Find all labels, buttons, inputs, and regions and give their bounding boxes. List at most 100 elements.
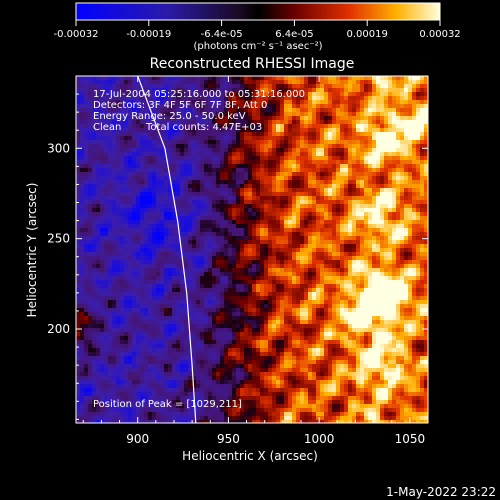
heatmap-cell: [212, 112, 217, 117]
heatmap-cell: [136, 320, 141, 325]
heatmap-cell: [156, 276, 161, 281]
heatmap-cell: [296, 236, 301, 241]
heatmap-cell: [256, 280, 261, 285]
heatmap-cell: [156, 264, 161, 269]
heatmap-cell: [204, 240, 209, 245]
heatmap-cell: [260, 308, 265, 313]
heatmap-cell: [232, 76, 237, 81]
heatmap-cell: [84, 300, 89, 305]
heatmap-cell: [160, 272, 165, 277]
heatmap-cell: [176, 384, 181, 389]
heatmap-cell: [188, 80, 193, 85]
heatmap-cell: [228, 112, 233, 117]
heatmap-cell: [220, 368, 225, 373]
heatmap-cell: [280, 224, 285, 229]
heatmap-cell: [176, 252, 181, 257]
heatmap-cell: [256, 272, 261, 277]
heatmap-cell: [296, 396, 301, 401]
heatmap-cell: [88, 128, 93, 133]
heatmap-cell: [272, 164, 277, 169]
heatmap-cell: [76, 416, 81, 421]
heatmap-cell: [244, 348, 249, 353]
heatmap-cell: [152, 220, 157, 225]
heatmap-cell: [160, 404, 165, 409]
heatmap-cell: [212, 192, 217, 197]
heatmap-cell: [220, 244, 225, 249]
heatmap-cell: [156, 288, 161, 293]
heatmap-cell: [256, 168, 261, 173]
heatmap-cell: [220, 112, 225, 117]
heatmap-cell: [136, 404, 141, 409]
heatmap-cell: [244, 360, 249, 365]
heatmap-cell: [100, 412, 105, 417]
heatmap-cell: [76, 324, 81, 329]
heatmap-cell: [224, 144, 229, 149]
heatmap-cell: [92, 404, 97, 409]
heatmap-cell: [140, 292, 145, 297]
heatmap-cell: [148, 384, 153, 389]
heatmap-cell: [300, 372, 305, 377]
heatmap-cell: [220, 120, 225, 125]
heatmap-cell: [272, 352, 277, 357]
heatmap-cell: [180, 344, 185, 349]
heatmap-cell: [84, 112, 89, 117]
heatmap-cell: [180, 184, 185, 189]
heatmap-cell: [120, 296, 125, 301]
heatmap-cell: [140, 252, 145, 257]
heatmap-cell: [296, 164, 301, 169]
heatmap-cell: [156, 204, 161, 209]
heatmap-cell: [124, 400, 129, 405]
heatmap-cell: [208, 96, 213, 101]
heatmap-cell: [96, 144, 101, 149]
heatmap-cell: [240, 104, 245, 109]
heatmap-cell: [168, 96, 173, 101]
heatmap-cell: [164, 288, 169, 293]
heatmap-cell: [248, 340, 253, 345]
heatmap-cell: [216, 204, 221, 209]
heatmap-cell: [284, 176, 289, 181]
heatmap-cell: [164, 80, 169, 85]
heatmap-cell: [228, 244, 233, 249]
heatmap-cell: [296, 284, 301, 289]
heatmap-cell: [128, 292, 133, 297]
heatmap-cell: [136, 80, 141, 85]
heatmap-cell: [184, 312, 189, 317]
heatmap-cell: [164, 208, 169, 213]
heatmap-cell: [84, 184, 89, 189]
heatmap-cell: [300, 320, 305, 325]
heatmap-cell: [92, 240, 97, 245]
heatmap-cell: [236, 296, 241, 301]
heatmap-cell: [272, 256, 277, 261]
heatmap-cell: [212, 344, 217, 349]
heatmap-cell: [80, 320, 85, 325]
heatmap-cell: [248, 140, 253, 145]
heatmap-cell: [232, 224, 237, 229]
heatmap-cell: [112, 220, 117, 225]
heatmap-cell: [128, 308, 133, 313]
heatmap-cell: [112, 408, 117, 413]
heatmap-cell: [168, 304, 173, 309]
heatmap-cell: [124, 420, 129, 423]
heatmap-cell: [272, 252, 277, 257]
heatmap-cell: [244, 316, 249, 321]
heatmap-cell: [180, 416, 185, 421]
heatmap-cell: [224, 328, 229, 333]
heatmap-cell: [208, 244, 213, 249]
heatmap-cell: [260, 408, 265, 413]
heatmap-cell: [128, 208, 133, 213]
heatmap-cell: [168, 268, 173, 273]
heatmap-cell: [284, 272, 289, 277]
heatmap-cell: [164, 120, 169, 125]
heatmap-cell: [96, 264, 101, 269]
heatmap-cell: [264, 392, 269, 397]
heatmap-cell: [76, 400, 81, 405]
heatmap-cell: [108, 408, 113, 413]
heatmap-cell: [252, 152, 257, 157]
heatmap-cell: [228, 400, 233, 405]
heatmap-cell: [152, 340, 157, 345]
heatmap-cell: [180, 176, 185, 181]
heatmap-cell: [216, 184, 221, 189]
heatmap-cell: [148, 388, 153, 393]
heatmap-cell: [132, 392, 137, 397]
heatmap-cell: [132, 356, 137, 361]
